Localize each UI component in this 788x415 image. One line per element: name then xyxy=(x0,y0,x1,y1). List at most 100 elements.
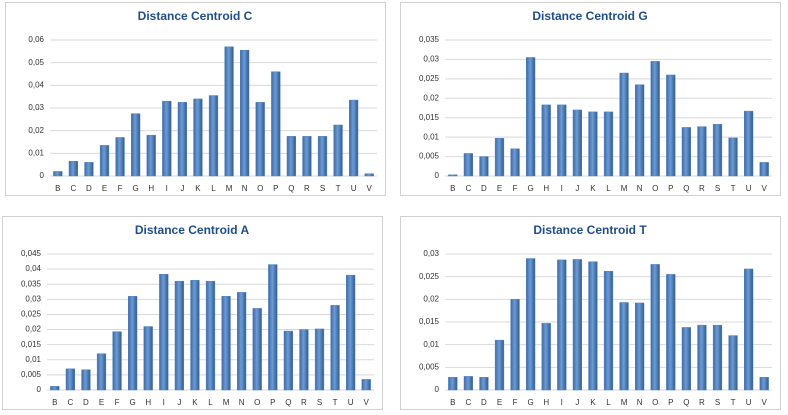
bar xyxy=(81,369,91,391)
x-tick-label: N xyxy=(239,398,245,407)
bar xyxy=(84,162,94,177)
x-tick-label: V xyxy=(762,184,768,193)
y-tick-label: 0,03 xyxy=(28,103,44,112)
bar xyxy=(193,98,203,177)
y-tick-label: 0,03 xyxy=(25,294,41,303)
x-tick-label: D xyxy=(86,184,92,193)
x-tick-label: K xyxy=(590,184,596,193)
x-tick-label: G xyxy=(130,398,136,407)
x-tick-label: R xyxy=(699,398,705,407)
bar xyxy=(728,137,738,177)
bar xyxy=(68,161,78,177)
bar xyxy=(666,74,676,177)
x-tick-label: M xyxy=(621,184,628,193)
y-tick-label: 0,045 xyxy=(21,249,42,258)
x-tick-label: R xyxy=(699,184,705,193)
bar xyxy=(588,111,598,177)
bar xyxy=(650,61,660,177)
x-tick-label: V xyxy=(367,184,373,193)
bar xyxy=(526,57,536,177)
bar xyxy=(463,376,473,391)
x-tick-label: U xyxy=(348,398,354,407)
bar xyxy=(302,136,312,177)
x-tick-label: U xyxy=(746,184,752,193)
bar xyxy=(131,113,141,177)
y-tick-label: 0,02 xyxy=(25,325,41,334)
bar xyxy=(159,273,169,391)
x-tick-label: P xyxy=(668,184,673,193)
bar xyxy=(572,259,582,391)
x-tick-label: P xyxy=(270,398,275,407)
bar xyxy=(541,323,551,391)
x-tick-label: S xyxy=(715,398,720,407)
x-tick-label: T xyxy=(731,398,736,407)
x-tick-label: Q xyxy=(683,184,689,193)
x-tick-label: O xyxy=(652,398,658,407)
x-tick-label: H xyxy=(145,398,151,407)
x-tick-label: T xyxy=(731,184,736,193)
x-tick-label: J xyxy=(177,398,181,407)
x-tick-label: N xyxy=(242,184,248,193)
x-tick-label: E xyxy=(497,184,502,193)
bar xyxy=(252,308,262,391)
x-tick-label: Q xyxy=(288,184,294,193)
bar xyxy=(712,324,723,391)
bar xyxy=(759,162,769,177)
y-tick-label: 0,025 xyxy=(419,272,440,281)
x-tick-label: I xyxy=(166,184,168,193)
bar xyxy=(479,156,489,177)
bar xyxy=(744,110,754,177)
x-tick-label: B xyxy=(450,398,455,407)
x-tick-label: L xyxy=(208,398,213,407)
bar xyxy=(759,377,769,391)
bar xyxy=(681,127,691,177)
bar xyxy=(557,259,567,391)
x-tick-label: N xyxy=(637,184,643,193)
bar xyxy=(50,386,60,391)
x-tick-label: F xyxy=(513,184,518,193)
bar xyxy=(619,302,629,391)
bar xyxy=(697,324,707,391)
x-tick-label: G xyxy=(528,398,534,407)
bar xyxy=(115,137,125,177)
x-tick-label: C xyxy=(67,398,73,407)
x-tick-label: I xyxy=(561,184,563,193)
x-tick-label: E xyxy=(102,184,107,193)
y-tick-label: 0,035 xyxy=(21,279,42,288)
bar xyxy=(96,353,107,391)
bar xyxy=(728,335,738,391)
y-tick-label: 0,035 xyxy=(419,35,440,44)
bar xyxy=(237,292,247,391)
x-tick-label: D xyxy=(481,398,487,407)
bar xyxy=(635,302,645,391)
bar xyxy=(712,124,723,177)
y-tick-label: 0 xyxy=(37,385,42,394)
y-tick-label: 0,01 xyxy=(25,355,41,364)
bar xyxy=(268,264,278,391)
bar xyxy=(333,124,343,177)
x-tick-label: C xyxy=(70,184,76,193)
bar xyxy=(99,145,110,177)
x-tick-label: E xyxy=(497,398,502,407)
bar xyxy=(221,296,231,391)
x-tick-label: U xyxy=(746,398,752,407)
x-tick-label: B xyxy=(55,184,60,193)
bar xyxy=(146,134,156,177)
bar xyxy=(650,264,660,391)
x-tick-label: S xyxy=(320,184,325,193)
y-tick-label: 0,01 xyxy=(423,340,439,349)
bar xyxy=(541,104,551,177)
x-tick-label: P xyxy=(273,184,278,193)
bar xyxy=(448,377,458,391)
bar xyxy=(619,72,629,177)
x-tick-label: T xyxy=(336,184,341,193)
bar xyxy=(177,102,187,177)
x-tick-label: N xyxy=(637,398,643,407)
y-tick-label: 0,05 xyxy=(28,58,44,67)
x-tick-label: V xyxy=(364,398,370,407)
bar xyxy=(510,148,520,177)
x-tick-label: D xyxy=(481,184,487,193)
x-tick-label: C xyxy=(465,398,471,407)
bar xyxy=(299,329,309,391)
